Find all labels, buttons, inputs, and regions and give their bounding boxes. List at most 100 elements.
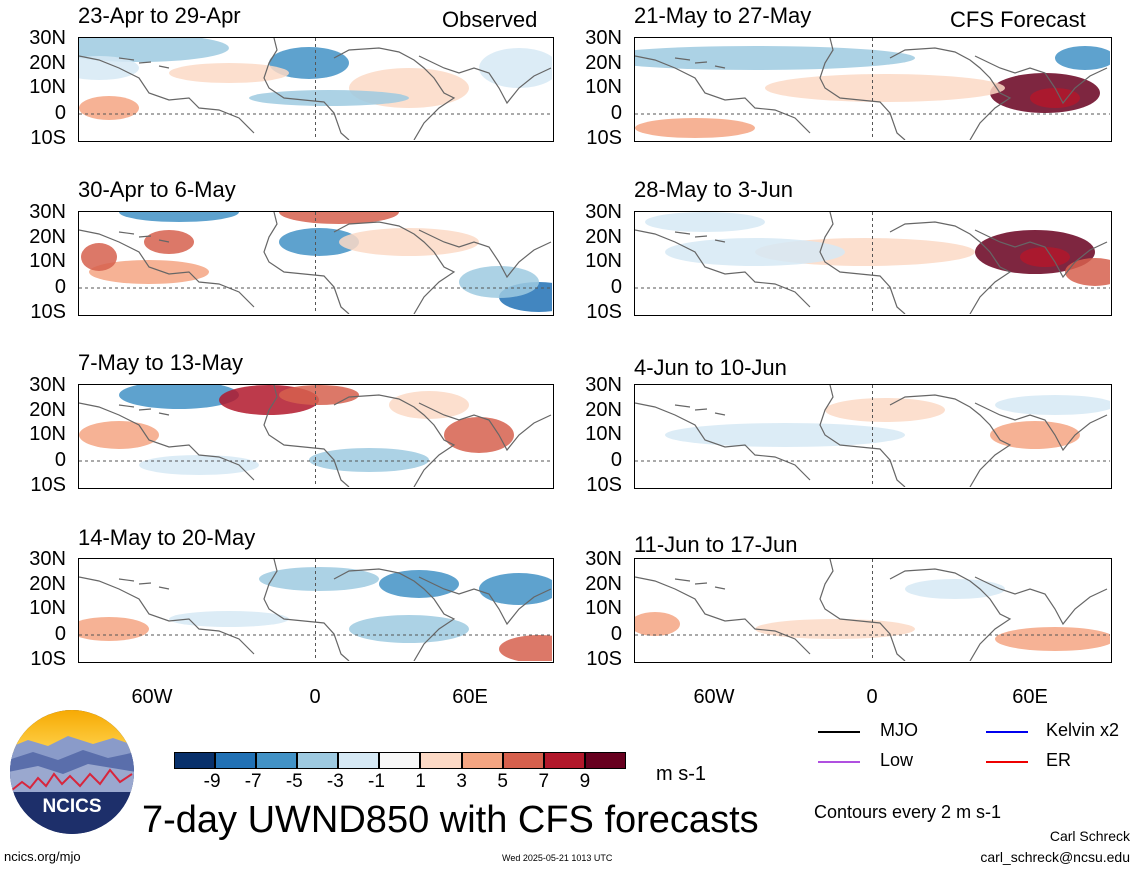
- y-tick-left-2-10s: 10S: [30, 301, 66, 323]
- y-tick-right-4-20n: 20N: [585, 573, 622, 595]
- colorbar-swatch: [297, 752, 339, 769]
- colorbar-swatch: [256, 752, 298, 769]
- panel-title-left-4: 14-May to 20-May: [78, 525, 256, 550]
- contour-note: Contours every 2 m s-1: [814, 802, 1002, 822]
- legend-kelvin-label: Kelvin x2: [1046, 720, 1120, 740]
- colorbar-tick: 1: [415, 771, 426, 792]
- y-tick-left-4-10s: 10S: [30, 648, 66, 670]
- panel-title-left-2: 30-Apr to 6-May: [78, 177, 236, 202]
- y-tick-right-4-10s: 10S: [586, 648, 622, 670]
- y-tick-right-1-20n: 20N: [585, 52, 622, 74]
- legend-mjo-line: [818, 731, 860, 733]
- y-tick-right-4-30n: 30N: [585, 548, 622, 570]
- y-tick-left-3-10n: 10N: [29, 423, 66, 445]
- ncics-logo-text: NCICS: [42, 796, 101, 817]
- y-tick-right-4-10n: 10N: [585, 597, 622, 619]
- panel-title-left-3: 7-May to 13-May: [78, 350, 244, 375]
- y-tick-right-1-10n: 10N: [585, 76, 622, 98]
- y-tick-right-2-30n: 30N: [585, 201, 622, 223]
- y-tick-left-4-10n: 10N: [29, 597, 66, 619]
- y-tick-left-1-10s: 10S: [30, 127, 66, 149]
- y-tick-left-3-10s: 10S: [30, 474, 66, 496]
- y-tick-left-2-20n: 20N: [29, 226, 66, 248]
- y-tick-left-1-20n: 20N: [29, 52, 66, 74]
- footer-email[interactable]: carl_schreck@ncsu.edu: [980, 849, 1130, 865]
- colorbar-tick: 3: [456, 771, 467, 792]
- x-tick-left-60w: 60W: [131, 686, 173, 708]
- colorbar-tick: 9: [579, 771, 591, 792]
- x-tick-right-60w: 60W: [693, 686, 735, 708]
- colorbar-tick: -9: [203, 771, 221, 792]
- colorbar-swatch: [174, 752, 216, 769]
- y-tick-left-1-30n: 30N: [29, 27, 66, 49]
- map-panel-left-2: [78, 211, 554, 316]
- colorbar-tick: -3: [326, 771, 344, 792]
- y-tick-right-3-20n: 20N: [585, 399, 622, 421]
- y-tick-left-2-0: 0: [54, 276, 66, 298]
- legend-low-line: [818, 761, 860, 763]
- colorbar-swatch: [420, 752, 462, 769]
- colorbar-tick: 7: [538, 771, 550, 792]
- y-tick-left-1-10n: 10N: [29, 76, 66, 98]
- panel-title-right-3: 4-Jun to 10-Jun: [634, 355, 787, 380]
- x-tick-right-0: 0: [866, 686, 878, 708]
- legend-mjo-label: MJO: [880, 720, 918, 740]
- ncics-logo: NCICS: [8, 708, 136, 836]
- y-tick-left-3-30n: 30N: [29, 374, 66, 396]
- panel-title-right-4: 11-Jun to 17-Jun: [634, 532, 798, 557]
- colorbar-tick: -7: [244, 771, 262, 792]
- map-panel-right-2: [634, 211, 1112, 316]
- colorbar-swatch: [461, 752, 503, 769]
- colorbar-swatch: [215, 752, 257, 769]
- colorbar-tick: -5: [285, 771, 303, 792]
- footer-author: Carl Schreck: [1049, 828, 1130, 844]
- legend-kelvin-line: [986, 731, 1028, 733]
- map-panel-right-4: [634, 558, 1112, 663]
- x-tick-left-60e: 60E: [452, 686, 488, 708]
- colorbar-tick: -1: [368, 771, 385, 792]
- colorbar-swatch: [379, 752, 421, 769]
- y-tick-right-1-30n: 30N: [585, 27, 622, 49]
- y-tick-left-2-10n: 10N: [29, 250, 66, 272]
- y-tick-left-3-0: 0: [54, 449, 66, 471]
- colorbar-unit: m s-1: [656, 763, 706, 785]
- y-tick-right-1-0: 0: [610, 102, 622, 124]
- map-panel-right-3: [634, 384, 1112, 489]
- footer-url[interactable]: ncics.org/mjo: [4, 849, 81, 864]
- panel-tag-observed: Observed: [442, 7, 538, 32]
- y-tick-left-1-0: 0: [54, 102, 66, 124]
- y-tick-left-4-20n: 20N: [29, 573, 66, 595]
- y-tick-left-2-30n: 30N: [29, 201, 66, 223]
- colorbar-tick: 5: [497, 771, 508, 792]
- y-tick-right-2-10s: 10S: [586, 301, 622, 323]
- y-tick-right-1-10s: 10S: [586, 127, 622, 149]
- y-tick-left-3-20n: 20N: [29, 399, 66, 421]
- legend-er-line: [986, 761, 1028, 763]
- map-panel-right-1: [634, 37, 1112, 142]
- main-title: 7-day UWND850 with CFS forecasts: [142, 799, 759, 841]
- y-tick-right-3-10n: 10N: [585, 423, 622, 445]
- panel-title-left-1: 23-Apr to 29-Apr: [78, 3, 241, 28]
- y-tick-right-4-0: 0: [610, 623, 622, 645]
- legend-low-label: Low: [880, 750, 914, 770]
- y-tick-right-2-20n: 20N: [585, 226, 622, 248]
- map-panel-left-4: [78, 558, 554, 663]
- x-tick-right-60e: 60E: [1012, 686, 1048, 708]
- y-tick-right-3-30n: 30N: [585, 374, 622, 396]
- map-panel-left-1: [78, 37, 554, 142]
- x-tick-left-0: 0: [309, 686, 321, 708]
- panel-title-right-2: 28-May to 3-Jun: [634, 177, 793, 202]
- colorbar-swatch: [543, 752, 585, 769]
- colorbar: [174, 752, 626, 769]
- panel-tag-cfs-forecast: CFS Forecast: [950, 7, 1086, 32]
- legend-er-label: ER: [1046, 750, 1072, 770]
- colorbar-swatch: [584, 752, 626, 769]
- panel-title-right-1: 21-May to 27-May: [634, 3, 812, 28]
- y-tick-right-3-0: 0: [610, 449, 622, 471]
- y-tick-right-2-10n: 10N: [585, 250, 622, 272]
- y-tick-right-2-0: 0: [610, 276, 622, 298]
- colorbar-swatch: [338, 752, 380, 769]
- y-tick-left-4-0: 0: [54, 623, 66, 645]
- y-tick-right-3-10s: 10S: [586, 474, 622, 496]
- colorbar-swatch: [502, 752, 544, 769]
